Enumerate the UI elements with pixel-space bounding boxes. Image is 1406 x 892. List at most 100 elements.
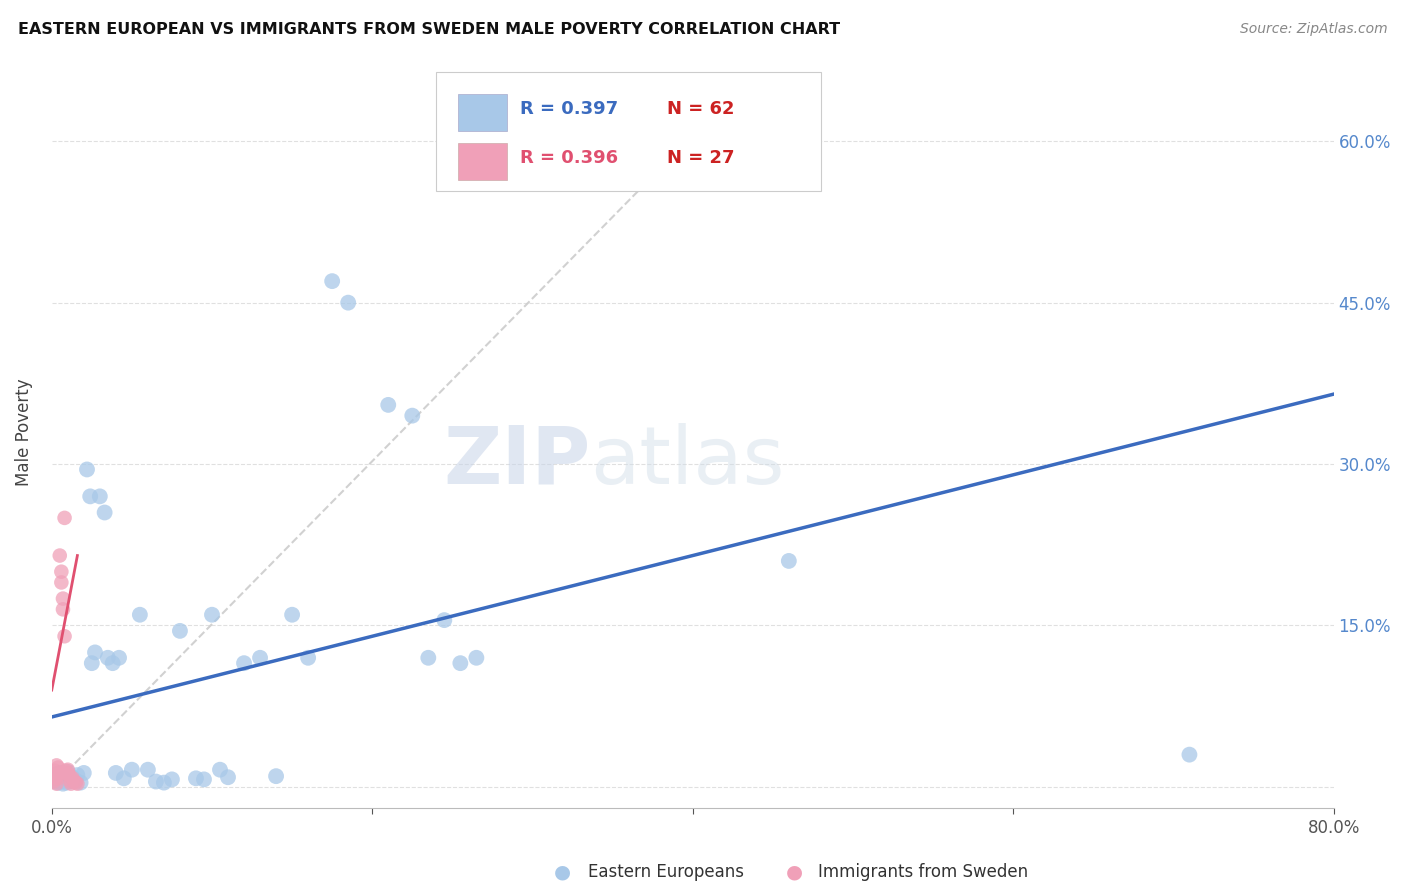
Point	[201, 607, 224, 622]
Point	[55, 766, 77, 780]
Point	[59, 774, 82, 789]
Text: N = 27: N = 27	[666, 149, 734, 167]
Point	[76, 462, 98, 476]
Point	[53, 629, 76, 643]
Point	[46, 775, 69, 789]
Point	[264, 769, 287, 783]
Point	[89, 489, 111, 503]
Point	[193, 772, 215, 787]
Point	[160, 772, 183, 787]
Point	[108, 650, 131, 665]
Point	[52, 591, 75, 606]
FancyBboxPatch shape	[458, 94, 506, 131]
Point	[66, 768, 89, 782]
Point	[53, 768, 76, 782]
Point	[44, 772, 66, 786]
Point	[51, 769, 73, 783]
Point	[49, 766, 72, 780]
Point	[42, 769, 65, 783]
Point	[136, 763, 159, 777]
Text: Eastern Europeans: Eastern Europeans	[588, 863, 744, 881]
Point	[55, 775, 77, 789]
FancyBboxPatch shape	[458, 143, 506, 180]
Point	[145, 774, 167, 789]
Point	[84, 645, 107, 659]
Point	[62, 772, 84, 786]
Text: Source: ZipAtlas.com: Source: ZipAtlas.com	[1240, 22, 1388, 37]
Point	[42, 774, 65, 789]
Point	[56, 772, 79, 787]
Point	[46, 760, 69, 774]
Point	[56, 764, 79, 779]
Text: Immigrants from Sweden: Immigrants from Sweden	[818, 863, 1028, 881]
Point	[104, 766, 127, 780]
Point	[208, 763, 231, 777]
Point	[79, 489, 101, 503]
Point	[69, 775, 91, 789]
Point	[401, 409, 423, 423]
Point	[44, 764, 66, 778]
Point	[112, 772, 135, 786]
Point	[45, 769, 67, 783]
Point	[65, 775, 87, 789]
Point	[65, 773, 87, 788]
Point	[45, 773, 67, 788]
Point	[51, 774, 73, 789]
Point	[97, 650, 120, 665]
Point	[449, 656, 471, 670]
Point	[433, 613, 456, 627]
Point	[1178, 747, 1201, 762]
Point	[53, 773, 76, 788]
Point	[45, 758, 67, 772]
Point	[249, 650, 271, 665]
Point	[44, 774, 66, 789]
Point	[169, 624, 191, 638]
Point	[73, 766, 96, 780]
Point	[59, 774, 82, 789]
Point	[121, 763, 143, 777]
Point	[418, 650, 440, 665]
Point	[62, 770, 84, 784]
Point	[56, 767, 79, 781]
Point	[52, 602, 75, 616]
Point	[778, 554, 800, 568]
Point	[101, 656, 124, 670]
Point	[465, 650, 488, 665]
Point	[93, 506, 115, 520]
Text: atlas: atlas	[591, 423, 785, 501]
Point	[44, 772, 66, 786]
Point	[52, 772, 75, 786]
Point	[46, 772, 69, 786]
Text: R = 0.396: R = 0.396	[520, 149, 617, 167]
Point	[80, 656, 103, 670]
Point	[233, 656, 256, 670]
Point	[52, 777, 75, 791]
Point	[217, 770, 239, 784]
Point	[45, 777, 67, 791]
Text: R = 0.397: R = 0.397	[520, 100, 617, 118]
Text: ●: ●	[554, 863, 571, 882]
Point	[128, 607, 150, 622]
Point	[56, 763, 79, 777]
Point	[153, 775, 176, 789]
FancyBboxPatch shape	[436, 71, 821, 191]
Point	[377, 398, 399, 412]
Point	[58, 768, 80, 782]
Text: N = 62: N = 62	[666, 100, 734, 118]
Point	[49, 767, 72, 781]
Text: ●: ●	[786, 863, 803, 882]
Text: ZIP: ZIP	[443, 423, 591, 501]
Point	[49, 772, 72, 787]
Point	[51, 565, 73, 579]
Text: EASTERN EUROPEAN VS IMMIGRANTS FROM SWEDEN MALE POVERTY CORRELATION CHART: EASTERN EUROPEAN VS IMMIGRANTS FROM SWED…	[18, 22, 841, 37]
Point	[45, 767, 67, 781]
Point	[55, 764, 77, 778]
Point	[184, 772, 207, 786]
Point	[46, 770, 69, 784]
Point	[297, 650, 319, 665]
Point	[59, 777, 82, 791]
Point	[49, 549, 72, 563]
Y-axis label: Male Poverty: Male Poverty	[15, 378, 32, 485]
Point	[63, 774, 86, 789]
Point	[321, 274, 343, 288]
